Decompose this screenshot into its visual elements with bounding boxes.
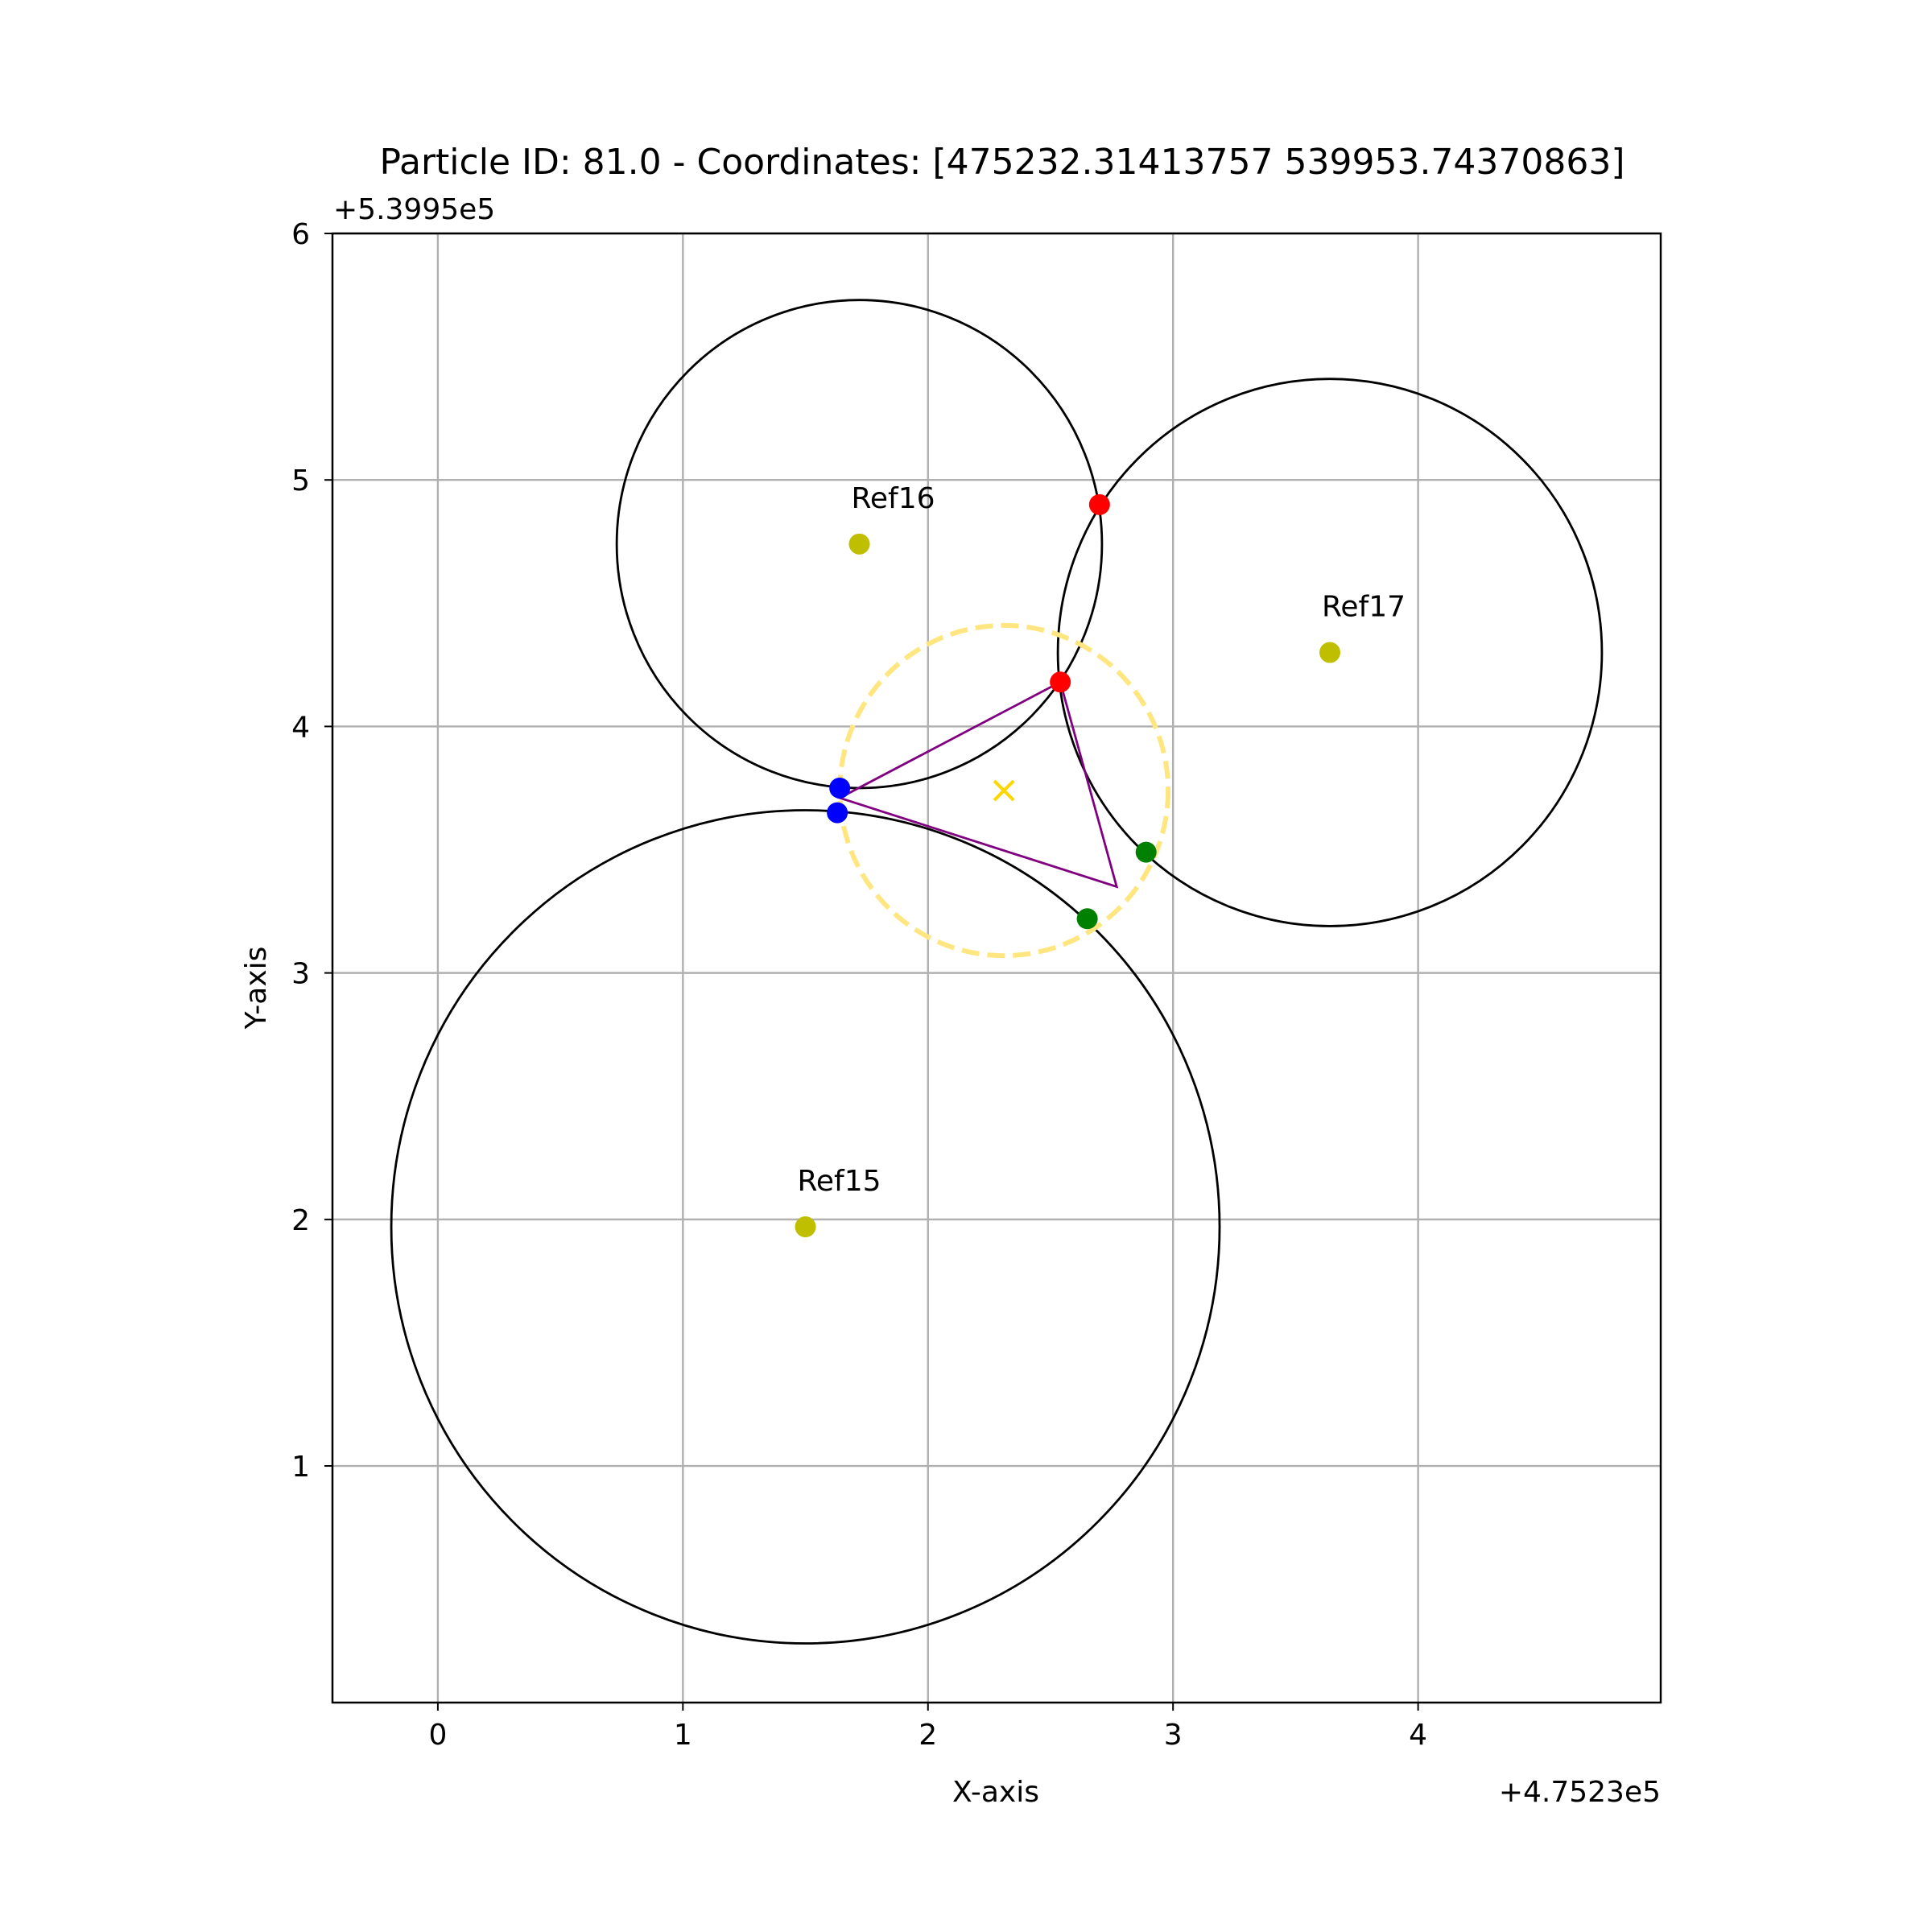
triangle bbox=[836, 680, 1119, 889]
range-circle-ref15 bbox=[390, 809, 1221, 1645]
range-circle-ref17 bbox=[1056, 378, 1604, 927]
y-tick-label: 1 bbox=[291, 1451, 310, 1484]
x-tick-label: 2 bbox=[919, 1719, 937, 1752]
x-tick-label: 3 bbox=[1164, 1719, 1183, 1752]
y-tick-label: 5 bbox=[291, 464, 310, 497]
intersection-point bbox=[827, 802, 848, 824]
ref-point-ref16 bbox=[848, 533, 870, 555]
ref-label-ref16: Ref16 bbox=[852, 482, 935, 515]
chart-title: Particle ID: 81.0 - Coordinates: [475232… bbox=[379, 142, 1624, 183]
intersection-point bbox=[1088, 493, 1110, 515]
ref-label-ref17: Ref17 bbox=[1322, 591, 1406, 624]
x-tick-label: 1 bbox=[674, 1719, 692, 1752]
x-tick-label: 4 bbox=[1409, 1719, 1427, 1752]
plot-content: Ref15 Ref16 Ref17 bbox=[390, 299, 1604, 1645]
y-tick-label: 4 bbox=[291, 711, 310, 744]
y-offset-label: +5.3995e5 bbox=[333, 193, 495, 226]
x-axis-label: X-axis bbox=[952, 1776, 1039, 1809]
estimate-marker-stroke-b bbox=[993, 779, 1015, 802]
intersection-point bbox=[1076, 908, 1098, 930]
y-tick-label: 2 bbox=[291, 1204, 310, 1237]
intersection-point bbox=[1135, 841, 1157, 863]
ticks: 0 1 2 3 4 1 2 3 4 5 6 bbox=[291, 218, 1427, 1752]
x-tick-label: 0 bbox=[428, 1719, 447, 1752]
intersection-point bbox=[1050, 671, 1071, 693]
y-tick-label: 6 bbox=[291, 218, 310, 251]
y-tick-label: 3 bbox=[291, 958, 310, 991]
ref-point-ref15 bbox=[795, 1216, 816, 1238]
ref-point-ref17 bbox=[1319, 642, 1341, 663]
x-offset-label: +4.7523e5 bbox=[1499, 1776, 1661, 1809]
ref-label-ref15: Ref15 bbox=[798, 1165, 881, 1198]
axes-frame bbox=[331, 232, 1662, 1704]
plot-area: Ref15 Ref16 Ref17 bbox=[390, 299, 1604, 1645]
intersection-point bbox=[829, 777, 851, 799]
y-axis-label: Y-axis bbox=[240, 947, 273, 1030]
